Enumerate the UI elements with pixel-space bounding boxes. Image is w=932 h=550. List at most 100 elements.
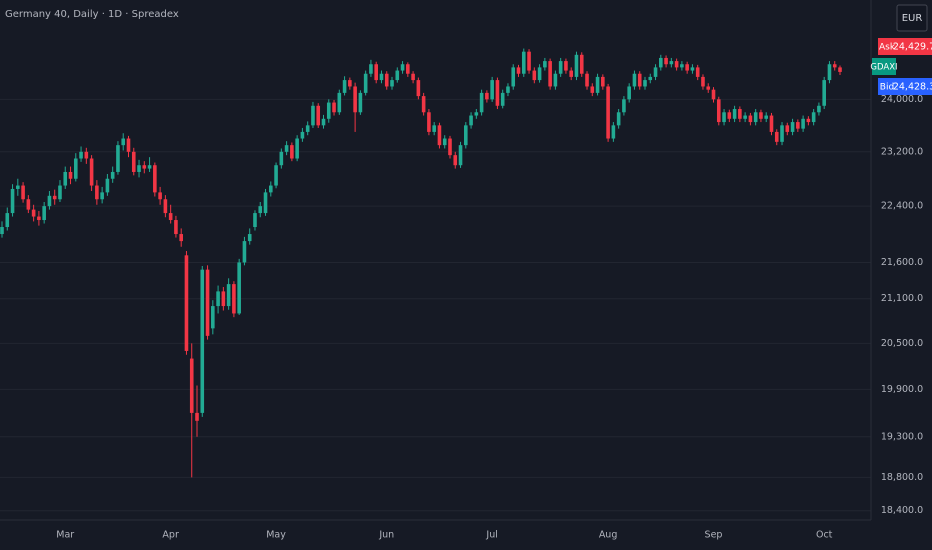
candle-body	[627, 86, 631, 100]
candle-body	[153, 165, 157, 193]
axis-labels: 18,400.0 18,800.0 19,300.0 19,900.0 20,500.0…	[56, 94, 923, 541]
candle-body	[780, 125, 784, 142]
candle-body	[437, 125, 442, 146]
ask-price: 24,429.7	[893, 42, 932, 53]
candle-body	[348, 80, 352, 87]
candle-body	[616, 112, 621, 126]
candle-body	[511, 67, 516, 87]
candle-body	[458, 145, 463, 166]
candle-body	[237, 262, 241, 314]
bid-tag	[896, 78, 932, 95]
candle-body	[801, 118, 805, 129]
candle-body	[5, 213, 10, 228]
candle-body	[384, 73, 389, 87]
candle-body	[817, 105, 821, 113]
candle-body	[516, 67, 521, 74]
y-tick-label: 20,500.0	[881, 338, 923, 349]
candle-body	[95, 185, 99, 200]
candle-body	[121, 138, 126, 146]
candle-body	[632, 73, 637, 87]
y-tick-label: 18,800.0	[881, 472, 923, 483]
candle-body	[806, 118, 811, 123]
candle-body	[79, 151, 83, 159]
candle-body	[543, 61, 547, 68]
candle-body	[63, 171, 68, 186]
candle-body	[163, 199, 168, 214]
candle-body	[822, 80, 826, 106]
y-tick-label: 23,200.0	[881, 146, 923, 157]
candle-body	[189, 358, 194, 413]
x-tick-label: Jun	[378, 530, 394, 541]
candle-body	[611, 125, 616, 139]
candle-body	[284, 145, 289, 152]
bid-label: Bid	[880, 83, 894, 93]
candle-body	[279, 151, 284, 166]
candle-body	[211, 306, 215, 329]
x-tick-label: Jul	[485, 530, 497, 541]
candle-body	[643, 80, 647, 87]
ask-tag	[896, 38, 932, 55]
candle-body	[838, 67, 842, 72]
candle-body	[532, 70, 537, 81]
candle-body	[727, 112, 732, 119]
candle-body	[290, 145, 294, 159]
candle-body	[84, 151, 89, 159]
candle-body	[590, 86, 595, 93]
candle-body	[448, 138, 452, 156]
candle-body	[52, 195, 57, 200]
candle-body	[490, 80, 494, 100]
candle-body	[527, 51, 531, 71]
candle-body	[774, 131, 779, 142]
candle-body	[395, 70, 400, 81]
currency-box[interactable]	[896, 4, 928, 32]
y-tick-label: 21,600.0	[881, 257, 923, 268]
candle-body	[469, 115, 473, 126]
candle-body	[685, 64, 689, 71]
y-tick-label: 21,100.0	[881, 293, 923, 304]
candle-body	[711, 89, 716, 100]
candle-body	[585, 73, 589, 87]
x-tick-label: May	[266, 530, 286, 541]
candle-body	[142, 165, 147, 169]
candle-body	[268, 185, 273, 193]
candle-body	[369, 64, 373, 74]
candle-body	[637, 73, 642, 87]
candle-body	[390, 80, 394, 87]
bid-price: 24,428.3	[893, 82, 932, 93]
candle-body	[58, 185, 62, 200]
candle-body	[664, 57, 668, 65]
candle-body	[722, 112, 726, 123]
candle-body	[358, 92, 363, 113]
candle-body	[416, 80, 421, 97]
candle-body	[659, 57, 663, 68]
candle-body	[158, 192, 162, 200]
candle-body	[363, 73, 368, 93]
candle-body	[432, 125, 436, 132]
candle-body	[574, 54, 579, 77]
candle-body	[827, 64, 832, 81]
candle-body	[21, 185, 25, 200]
candle-body	[463, 125, 468, 146]
candle-body	[26, 199, 31, 210]
candle-body	[427, 112, 431, 132]
candle-body	[500, 92, 505, 106]
currency: EUR	[902, 13, 923, 24]
candle-body	[485, 92, 489, 100]
candle-body	[564, 61, 568, 71]
candle-body	[743, 115, 747, 119]
ask-tag	[878, 38, 896, 55]
candle-body	[16, 185, 20, 189]
candle-body	[105, 178, 110, 193]
candle-body	[601, 76, 605, 87]
candle-body	[453, 155, 458, 166]
candle-body	[300, 131, 305, 139]
candle-body	[648, 76, 653, 81]
candle-body	[421, 96, 426, 113]
candle-body	[242, 241, 247, 263]
candle-body	[100, 192, 104, 200]
candle-body	[790, 122, 795, 132]
candle-body	[811, 112, 816, 123]
candle-body	[653, 67, 658, 77]
candle-body	[337, 92, 342, 113]
